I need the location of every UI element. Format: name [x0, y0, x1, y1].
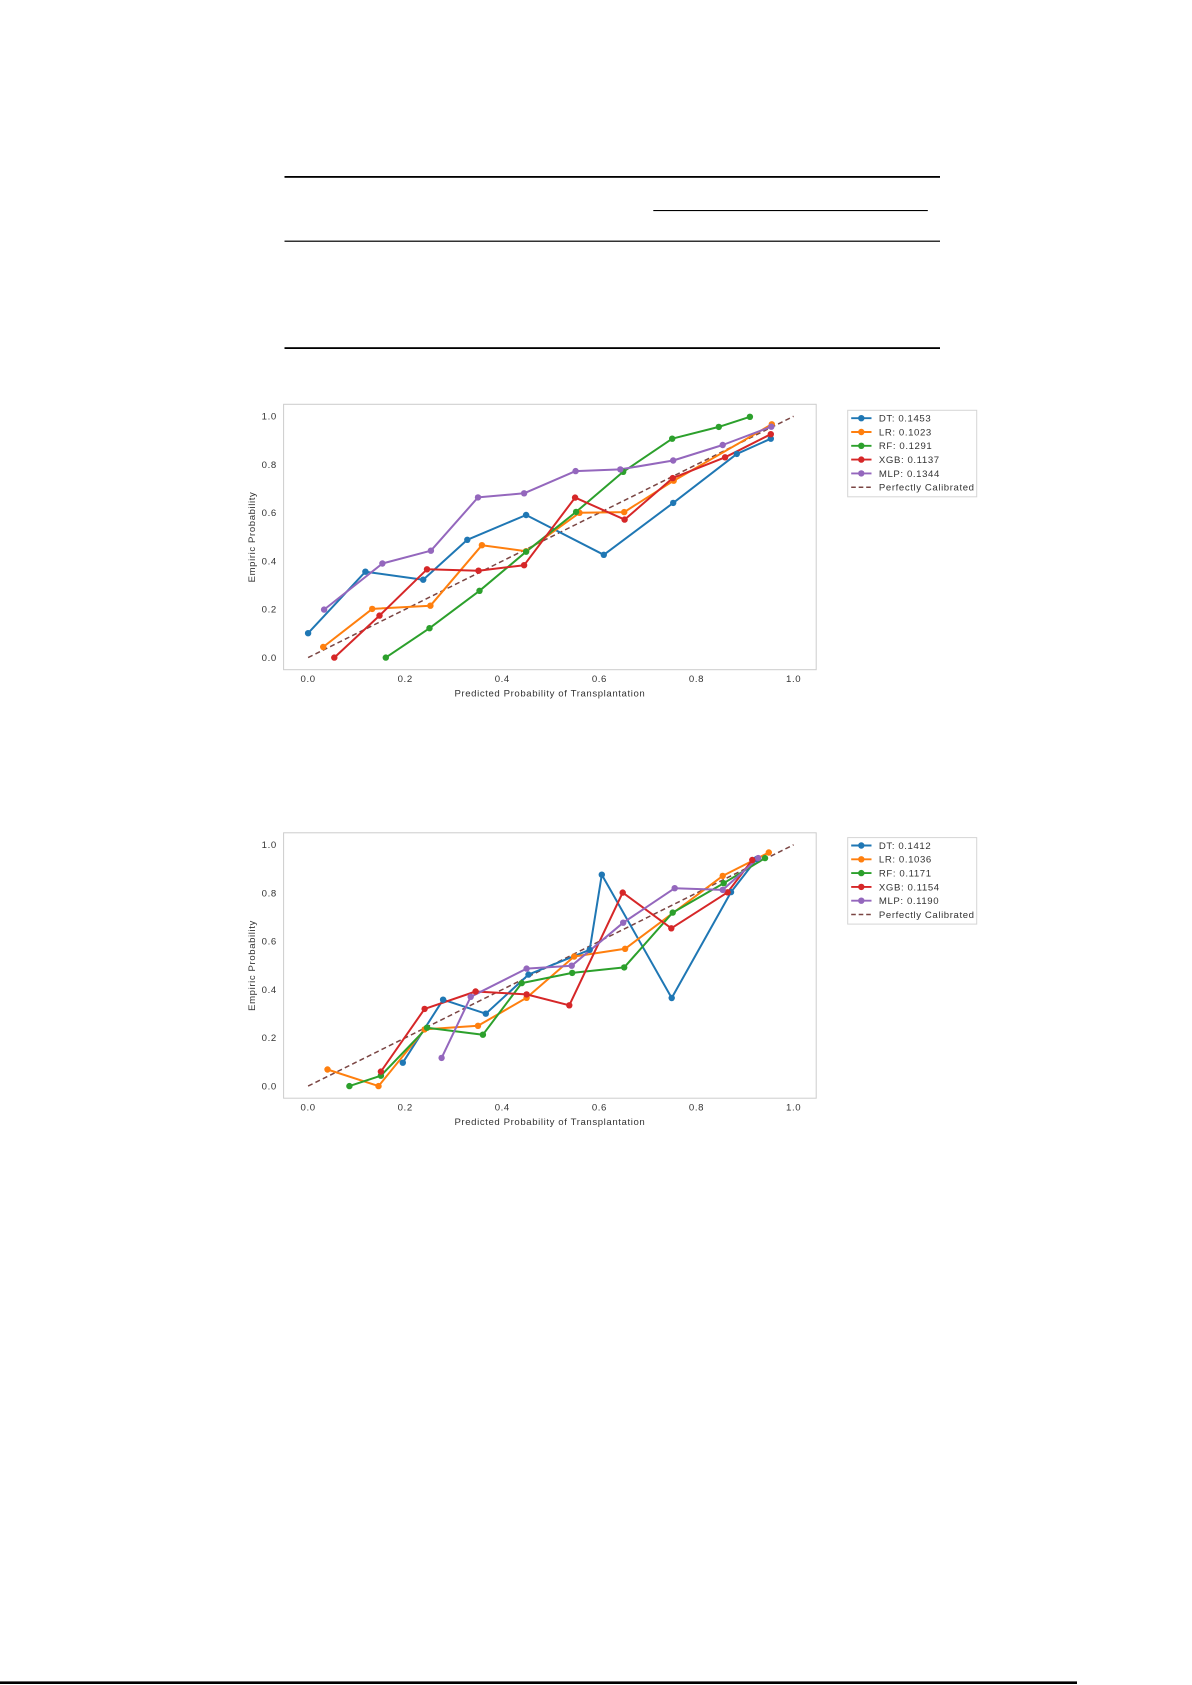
svg-text:MLP: 0.1190: MLP: 0.1190 — [879, 896, 939, 907]
svg-text:Predicted Probability of Trans: Predicted Probability of Transplantation — [454, 689, 645, 700]
svg-text:0.6: 0.6 — [592, 674, 607, 685]
svg-text:0.8: 0.8 — [689, 674, 704, 685]
svg-text:Empiric Probability: Empiric Probability — [247, 920, 258, 1011]
svg-text:LR: 0.1023: LR: 0.1023 — [879, 427, 932, 438]
svg-text:Perfectly Calibrated: Perfectly Calibrated — [879, 910, 975, 921]
svg-text:0.4: 0.4 — [262, 985, 277, 996]
svg-text:0.6: 0.6 — [262, 937, 277, 948]
svg-text:0.8: 0.8 — [262, 460, 277, 471]
svg-text:0.2: 0.2 — [262, 605, 277, 616]
svg-text:0.4: 0.4 — [262, 556, 277, 567]
svg-text:XGB: 0.1154: XGB: 0.1154 — [879, 882, 940, 893]
svg-text:0.0: 0.0 — [301, 674, 316, 685]
svg-text:LR: 0.1036: LR: 0.1036 — [879, 855, 932, 866]
svg-text:XGB: 0.1137: XGB: 0.1137 — [879, 455, 940, 466]
svg-text:1.0: 1.0 — [262, 840, 277, 851]
svg-text:DT: 0.1453: DT: 0.1453 — [879, 414, 931, 425]
svg-text:0.0: 0.0 — [262, 1081, 277, 1092]
svg-text:0.2: 0.2 — [398, 1103, 413, 1114]
svg-text:Empiric Probability: Empiric Probability — [247, 492, 258, 583]
svg-text:0.2: 0.2 — [262, 1033, 277, 1044]
svg-text:1.0: 1.0 — [786, 674, 801, 685]
svg-text:1.0: 1.0 — [786, 1103, 801, 1114]
svg-text:Predicted Probability of Trans: Predicted Probability of Transplantation — [454, 1117, 645, 1128]
svg-text:DT: 0.1412: DT: 0.1412 — [879, 841, 931, 852]
svg-text:0.8: 0.8 — [689, 1103, 704, 1114]
svg-text:Perfectly Calibrated: Perfectly Calibrated — [879, 483, 975, 494]
svg-text:0.6: 0.6 — [262, 508, 277, 519]
svg-text:0.8: 0.8 — [262, 888, 277, 899]
svg-text:0.4: 0.4 — [495, 674, 510, 685]
svg-text:RF: 0.1171: RF: 0.1171 — [879, 869, 932, 880]
svg-text:MLP: 0.1344: MLP: 0.1344 — [879, 469, 940, 480]
svg-text:0.2: 0.2 — [398, 674, 413, 685]
svg-text:0.4: 0.4 — [495, 1103, 510, 1114]
svg-text:RF: 0.1291: RF: 0.1291 — [879, 441, 932, 452]
svg-text:1.0: 1.0 — [262, 412, 277, 423]
svg-text:0.6: 0.6 — [592, 1103, 607, 1114]
svg-text:0.0: 0.0 — [262, 653, 277, 664]
svg-text:0.0: 0.0 — [301, 1103, 316, 1114]
